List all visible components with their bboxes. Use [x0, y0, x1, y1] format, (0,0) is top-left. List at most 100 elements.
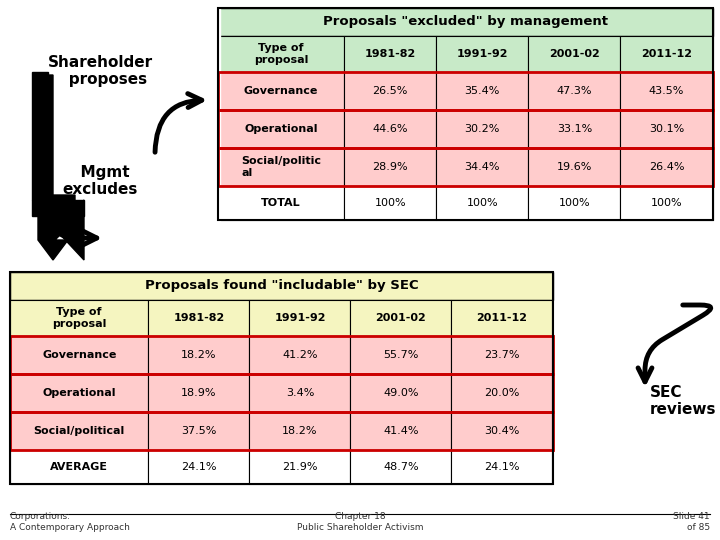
Bar: [148, 412, 249, 450]
Bar: [528, 36, 621, 72]
Text: Operational: Operational: [244, 124, 318, 134]
Text: AVERAGE: AVERAGE: [50, 462, 108, 472]
Polygon shape: [38, 75, 75, 260]
Text: 48.7%: 48.7%: [383, 462, 419, 472]
Text: Social/politic
al: Social/politic al: [241, 156, 321, 178]
Bar: [621, 148, 713, 186]
Text: 43.5%: 43.5%: [649, 86, 684, 96]
Bar: [528, 72, 621, 110]
Bar: [344, 110, 436, 148]
Bar: [621, 110, 713, 148]
Bar: [10, 336, 553, 374]
Bar: [436, 72, 528, 110]
Bar: [436, 148, 528, 186]
Text: 2011-12: 2011-12: [477, 313, 528, 323]
Text: 34.4%: 34.4%: [464, 162, 500, 172]
Text: 30.2%: 30.2%: [464, 124, 500, 134]
Bar: [249, 450, 351, 484]
Text: Corporations:
A Contemporary Approach: Corporations: A Contemporary Approach: [10, 512, 130, 532]
Text: 2001-02: 2001-02: [376, 313, 426, 323]
Bar: [528, 110, 621, 148]
Bar: [10, 300, 148, 336]
Bar: [249, 336, 351, 374]
Bar: [218, 8, 713, 220]
Text: 100%: 100%: [651, 198, 683, 208]
Bar: [351, 412, 451, 450]
Text: 44.6%: 44.6%: [372, 124, 408, 134]
Text: 3.4%: 3.4%: [286, 388, 314, 398]
Text: 18.2%: 18.2%: [282, 426, 318, 436]
Text: 41.4%: 41.4%: [383, 426, 419, 436]
Bar: [249, 374, 351, 412]
Bar: [218, 36, 344, 72]
Text: 1981-82: 1981-82: [364, 49, 416, 59]
Text: 37.5%: 37.5%: [181, 426, 217, 436]
Bar: [351, 336, 451, 374]
Bar: [621, 186, 713, 220]
Bar: [32, 72, 48, 200]
Bar: [528, 186, 621, 220]
Text: 1991-92: 1991-92: [274, 313, 325, 323]
Text: 30.4%: 30.4%: [485, 426, 520, 436]
Text: 47.3%: 47.3%: [557, 86, 592, 96]
Text: Proposals found "includable" by SEC: Proposals found "includable" by SEC: [145, 280, 418, 293]
Bar: [451, 374, 552, 412]
Text: 24.1%: 24.1%: [485, 462, 520, 472]
Text: SEC
reviews: SEC reviews: [650, 385, 716, 417]
Text: 26.4%: 26.4%: [649, 162, 684, 172]
Bar: [10, 272, 553, 484]
Text: 18.9%: 18.9%: [181, 388, 217, 398]
Text: Shareholder
   proposes: Shareholder proposes: [48, 55, 153, 87]
Text: 100%: 100%: [467, 198, 498, 208]
Bar: [436, 110, 528, 148]
Text: Mgmt
excludes: Mgmt excludes: [63, 165, 138, 198]
Text: 100%: 100%: [374, 198, 406, 208]
Bar: [351, 374, 451, 412]
Polygon shape: [56, 200, 84, 260]
Bar: [249, 300, 351, 336]
Text: 28.9%: 28.9%: [372, 162, 408, 172]
Text: Chapter 18
Public Shareholder Activism: Chapter 18 Public Shareholder Activism: [297, 512, 423, 532]
Bar: [528, 148, 621, 186]
Bar: [10, 336, 148, 374]
Text: 49.0%: 49.0%: [383, 388, 419, 398]
Text: 33.1%: 33.1%: [557, 124, 592, 134]
Bar: [436, 186, 528, 220]
Bar: [10, 450, 148, 484]
Bar: [351, 300, 451, 336]
Text: Governance: Governance: [42, 350, 117, 360]
Text: 19.6%: 19.6%: [557, 162, 592, 172]
Text: 26.5%: 26.5%: [372, 86, 408, 96]
Bar: [621, 72, 713, 110]
Bar: [218, 8, 713, 36]
Bar: [451, 450, 552, 484]
Bar: [148, 300, 249, 336]
Bar: [10, 272, 553, 300]
Bar: [344, 72, 436, 110]
Text: 23.7%: 23.7%: [485, 350, 520, 360]
Bar: [218, 110, 344, 148]
Bar: [148, 374, 249, 412]
Bar: [218, 148, 713, 186]
Bar: [218, 148, 344, 186]
Bar: [10, 412, 553, 450]
Bar: [451, 336, 552, 374]
Bar: [148, 450, 249, 484]
Bar: [351, 450, 451, 484]
Text: 55.7%: 55.7%: [383, 350, 418, 360]
Text: 41.2%: 41.2%: [282, 350, 318, 360]
Text: 1991-92: 1991-92: [456, 49, 508, 59]
Text: 35.4%: 35.4%: [464, 86, 500, 96]
Text: 20.0%: 20.0%: [485, 388, 520, 398]
Text: 21.9%: 21.9%: [282, 462, 318, 472]
Text: 100%: 100%: [559, 198, 590, 208]
Bar: [218, 110, 713, 148]
Polygon shape: [0, 0, 220, 270]
Text: Social/political: Social/political: [34, 426, 125, 436]
Text: Slide 41
of 85: Slide 41 of 85: [673, 512, 710, 532]
Text: TOTAL: TOTAL: [261, 198, 301, 208]
Bar: [10, 412, 148, 450]
Bar: [344, 186, 436, 220]
Text: Operational: Operational: [42, 388, 116, 398]
Text: Type of
proposal: Type of proposal: [52, 307, 107, 329]
